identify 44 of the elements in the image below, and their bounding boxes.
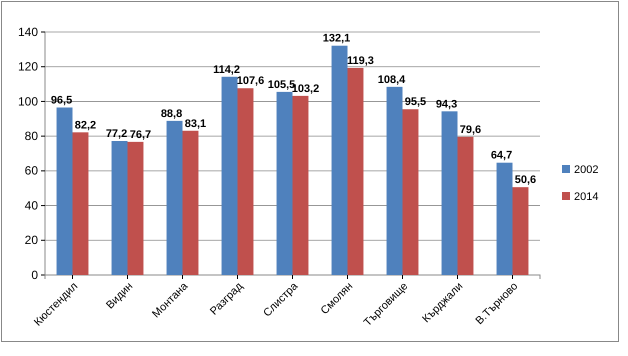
y-tick-label: 20 <box>24 233 38 248</box>
data-label: 96,5 <box>50 94 72 107</box>
y-tick-label: 60 <box>24 164 38 178</box>
y-tick-label: 80 <box>24 128 38 143</box>
data-label: 64,7 <box>490 150 512 162</box>
data-label: 107,6 <box>236 75 264 88</box>
data-label: 132,1 <box>322 32 350 45</box>
bar <box>458 136 474 275</box>
y-tick-label: 140 <box>18 24 38 39</box>
data-label: 76,7 <box>130 128 152 141</box>
legend-label: 2014 <box>574 191 598 203</box>
data-label: 88,8 <box>160 108 182 120</box>
bar <box>238 88 254 275</box>
bar <box>332 46 348 275</box>
data-label: 108,4 <box>378 74 406 86</box>
bar <box>72 132 88 275</box>
data-label: 82,2 <box>74 119 96 132</box>
bar <box>222 76 238 275</box>
y-tick-label: 40 <box>24 198 38 212</box>
legend-label: 2002 <box>574 164 598 176</box>
bar <box>292 96 308 275</box>
data-label: 95,5 <box>404 96 426 108</box>
data-label: 119,3 <box>347 54 374 67</box>
bar <box>402 109 418 275</box>
data-label: 94,3 <box>436 98 458 110</box>
y-tick-label: 120 <box>18 60 38 74</box>
data-label: 50,6 <box>514 174 536 186</box>
data-label: 77,2 <box>106 128 128 140</box>
bar <box>276 92 292 275</box>
bar <box>442 111 458 275</box>
bar <box>182 130 198 275</box>
bar <box>56 108 72 275</box>
y-tick-label: 0 <box>31 268 38 282</box>
data-label: 114,2 <box>213 64 240 76</box>
data-label: 83,1 <box>184 118 206 130</box>
bar <box>386 86 402 275</box>
data-label: 79,6 <box>460 124 482 136</box>
bar <box>128 142 144 275</box>
bar <box>166 120 182 275</box>
bar <box>112 141 128 275</box>
y-tick-label: 100 <box>18 94 38 108</box>
bar <box>348 68 364 275</box>
bar <box>512 187 528 275</box>
bar <box>496 162 512 275</box>
